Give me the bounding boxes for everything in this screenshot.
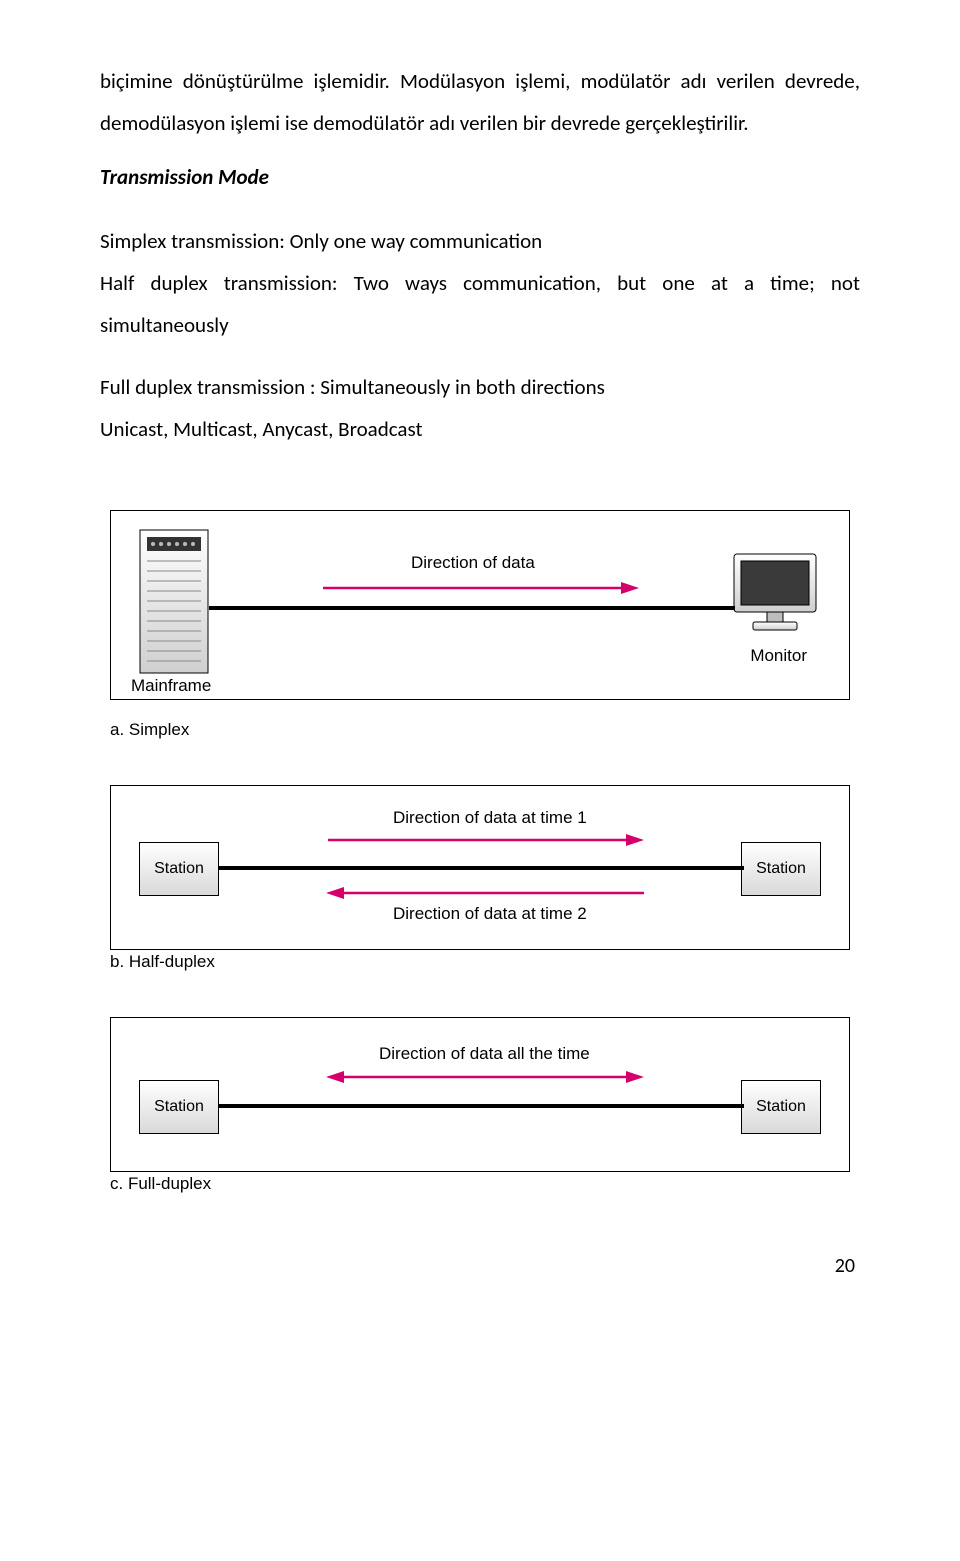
full-duplex-connector <box>218 1104 744 1108</box>
full-duplex-right-station: Station <box>741 1080 821 1134</box>
half-duplex-left-station: Station <box>139 842 219 896</box>
full-duplex-left-station: Station <box>139 1080 219 1134</box>
monitor-icon <box>731 551 819 639</box>
full-duplex-panel: Station Station Direction of data all th… <box>110 1017 850 1172</box>
half-duplex-definition: Half duplex transmission: Two ways commu… <box>100 262 860 346</box>
mainframe-label: Mainframe <box>131 676 211 696</box>
intro-paragraph: biçimine dönüştürülme işlemidir. Modülas… <box>100 60 860 144</box>
intro-text: biçimine dönüştürülme işlemidir. Modülas… <box>100 68 860 136</box>
station-label: Station <box>756 860 806 878</box>
half-duplex-caption: b. Half-duplex <box>110 952 850 972</box>
station-label: Station <box>756 1098 806 1116</box>
half-duplex-bottom-label: Direction of data at time 2 <box>393 904 587 924</box>
half-duplex-right-station: Station <box>741 842 821 896</box>
mainframe-icon <box>139 529 209 674</box>
station-label: Station <box>154 1098 204 1116</box>
simplex-connector <box>209 606 735 610</box>
full-duplex-arrow-icon <box>326 1068 646 1086</box>
half-duplex-bottom-arrow-icon <box>326 884 646 902</box>
definitions-block: Simplex transmission: Only one way commu… <box>100 220 860 450</box>
half-duplex-top-arrow-icon <box>326 831 646 849</box>
half-duplex-connector <box>218 866 744 870</box>
half-duplex-top-label: Direction of data at time 1 <box>393 808 587 828</box>
simplex-caption: a. Simplex <box>110 720 850 740</box>
full-duplex-arrow-label: Direction of data all the time <box>379 1044 590 1064</box>
simplex-definition: Simplex transmission: Only one way commu… <box>100 220 860 262</box>
page-number: 20 <box>100 1254 860 1278</box>
simplex-arrow-icon <box>321 579 641 597</box>
half-duplex-panel: Station Station Direction of data at tim… <box>110 785 850 950</box>
transmission-diagram: Direction of data Mainframe Monitor a. S… <box>110 510 850 1194</box>
simplex-arrow-label: Direction of data <box>411 553 535 573</box>
casts-line: Unicast, Multicast, Anycast, Broadcast <box>100 408 860 450</box>
monitor-label: Monitor <box>750 646 807 666</box>
station-label: Station <box>154 860 204 878</box>
transmission-mode-heading: Transmission Mode <box>100 164 860 190</box>
page-content: biçimine dönüştürülme işlemidir. Modülas… <box>0 0 960 1318</box>
full-duplex-caption: c. Full-duplex <box>110 1174 850 1194</box>
full-duplex-definition: Full duplex transmission : Simultaneousl… <box>100 366 860 408</box>
simplex-panel: Direction of data Mainframe Monitor <box>110 510 850 700</box>
